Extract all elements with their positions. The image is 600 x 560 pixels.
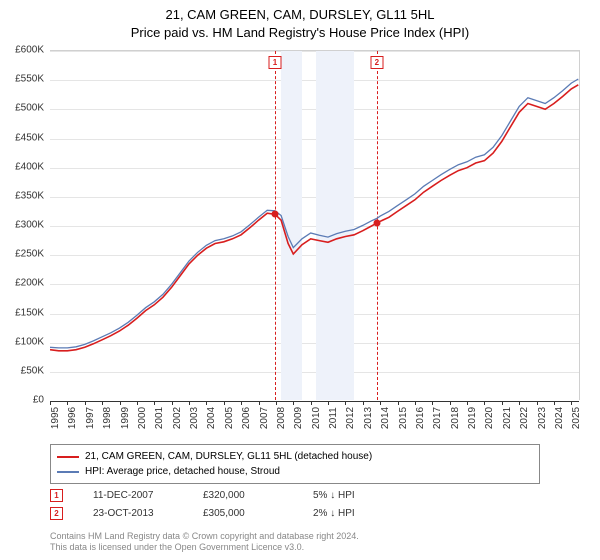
y-tick-label: £200K	[15, 278, 44, 289]
x-tick-label: 2003	[189, 407, 200, 429]
legend-box: 21, CAM GREEN, CAM, DURSLEY, GL11 5HL (d…	[50, 444, 540, 484]
y-tick-label: £50K	[21, 365, 44, 376]
sale-marker-table: 1 11-DEC-2007 £320,000 5% ↓ HPI 2 23-OCT-2013…	[50, 486, 393, 522]
y-tick-label: £250K	[15, 249, 44, 260]
chart-svg	[50, 51, 580, 401]
x-tick-label: 2007	[259, 407, 270, 429]
x-axis: 1995 1996 1997 1998 1999 2000 2001 2002 2003 2004…	[50, 400, 580, 440]
title-line-1: 21, CAM GREEN, CAM, DURSLEY, GL11 5HL	[0, 6, 600, 24]
footer-line-2: This data is licensed under the Open Gov…	[50, 542, 359, 554]
x-tick-label: 2004	[206, 407, 217, 429]
x-tick-label: 2020	[484, 407, 495, 429]
series-line-hpi	[50, 79, 578, 348]
x-tick-label: 2024	[554, 407, 565, 429]
x-tick-label: 2005	[224, 407, 235, 429]
x-tick-label: 2000	[137, 407, 148, 429]
x-tick-label: 2016	[415, 407, 426, 429]
chart-plot-area: 12	[50, 50, 580, 400]
y-tick-label: £300K	[15, 220, 44, 231]
x-tick-label: 1997	[85, 407, 96, 429]
legend-item: HPI: Average price, detached house, Stro…	[57, 464, 533, 479]
series-line-property	[50, 85, 578, 351]
footer-attribution: Contains HM Land Registry data © Crown c…	[50, 531, 359, 554]
y-tick-label: £400K	[15, 161, 44, 172]
marker-number-badge: 2	[50, 507, 63, 520]
title-line-2: Price paid vs. HM Land Registry's House …	[0, 24, 600, 42]
marker-price: £320,000	[203, 490, 283, 501]
x-tick-label: 2018	[450, 407, 461, 429]
legend-label: HPI: Average price, detached house, Stro…	[85, 464, 280, 479]
legend-swatch	[57, 471, 79, 473]
x-tick-label: 1999	[120, 407, 131, 429]
x-tick-label: 2009	[293, 407, 304, 429]
x-tick-label: 2025	[571, 407, 582, 429]
y-tick-label: £150K	[15, 307, 44, 318]
marker-price: £305,000	[203, 508, 283, 519]
marker-diff: 2% ↓ HPI	[313, 508, 393, 519]
x-tick-label: 2019	[467, 407, 478, 429]
x-tick-label: 1996	[67, 407, 78, 429]
y-tick-label: £450K	[15, 132, 44, 143]
marker-diff: 5% ↓ HPI	[313, 490, 393, 501]
x-tick-label: 1998	[102, 407, 113, 429]
x-tick-label: 2013	[363, 407, 374, 429]
y-axis: £0£50K£100K£150K£200K£250K£300K£350K£400…	[0, 50, 50, 400]
x-tick-label: 2015	[398, 407, 409, 429]
legend-swatch	[57, 456, 79, 458]
sale-point	[272, 211, 279, 218]
y-tick-label: £100K	[15, 336, 44, 347]
marker-number-badge: 1	[50, 489, 63, 502]
x-tick-label: 2017	[432, 407, 443, 429]
marker-detail-row: 2 23-OCT-2013 £305,000 2% ↓ HPI	[50, 504, 393, 522]
sale-point	[373, 220, 380, 227]
x-tick-label: 2008	[276, 407, 287, 429]
x-tick-label: 2006	[241, 407, 252, 429]
y-tick-label: £600K	[15, 45, 44, 56]
y-tick-label: £550K	[15, 74, 44, 85]
marker-date: 23-OCT-2013	[93, 508, 173, 519]
x-tick-label: 2021	[502, 407, 513, 429]
x-tick-label: 2001	[154, 407, 165, 429]
y-tick-label: £500K	[15, 103, 44, 114]
x-tick-label: 2012	[345, 407, 356, 429]
x-tick-label: 2002	[172, 407, 183, 429]
x-tick-label: 2011	[328, 407, 339, 429]
chart-container: 21, CAM GREEN, CAM, DURSLEY, GL11 5HL Pr…	[0, 0, 600, 560]
y-tick-label: £350K	[15, 190, 44, 201]
x-tick-label: 2022	[519, 407, 530, 429]
chart-title: 21, CAM GREEN, CAM, DURSLEY, GL11 5HL Pr…	[0, 0, 600, 42]
legend-label: 21, CAM GREEN, CAM, DURSLEY, GL11 5HL (d…	[85, 449, 372, 464]
x-tick-label: 1995	[50, 407, 61, 429]
x-tick-label: 2023	[537, 407, 548, 429]
marker-date: 11-DEC-2007	[93, 490, 173, 501]
marker-detail-row: 1 11-DEC-2007 £320,000 5% ↓ HPI	[50, 486, 393, 504]
x-tick-label: 2014	[380, 407, 391, 429]
x-tick-label: 2010	[311, 407, 322, 429]
y-tick-label: £0	[33, 395, 44, 406]
footer-line-1: Contains HM Land Registry data © Crown c…	[50, 531, 359, 543]
legend-item: 21, CAM GREEN, CAM, DURSLEY, GL11 5HL (d…	[57, 449, 533, 464]
